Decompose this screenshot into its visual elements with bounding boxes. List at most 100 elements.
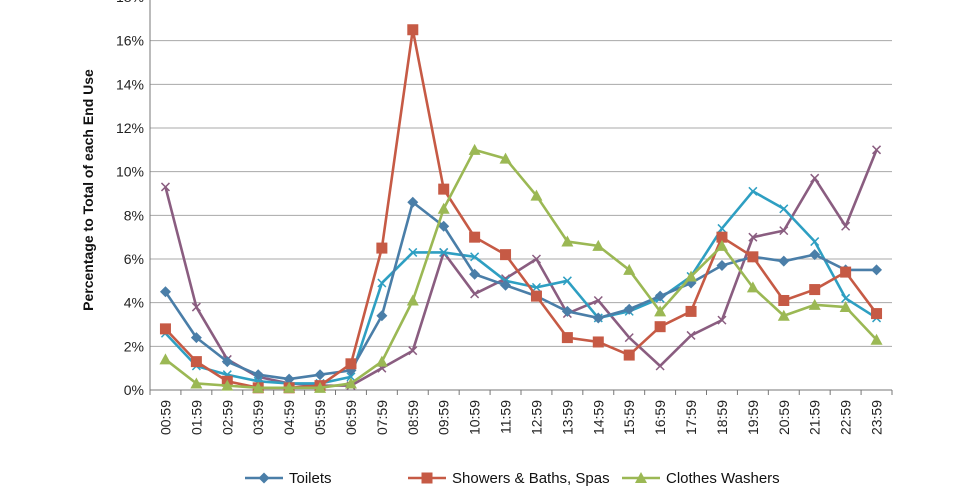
data-point-diamond bbox=[159, 286, 171, 298]
x-tick-label: 09:59 bbox=[436, 400, 452, 435]
data-point-diamond bbox=[376, 310, 388, 322]
data-point-square bbox=[500, 249, 512, 261]
data-point-x bbox=[779, 226, 789, 236]
data-point-triangle bbox=[406, 294, 419, 306]
legend-item: Showers & Baths, Spas bbox=[408, 470, 610, 487]
x-tick-label: 04:59 bbox=[281, 400, 297, 435]
data-point-x bbox=[810, 173, 820, 183]
data-point-square bbox=[809, 284, 821, 296]
data-point-diamond bbox=[500, 279, 512, 291]
data-point-square bbox=[840, 266, 852, 278]
data-point-diamond bbox=[221, 356, 233, 368]
x-tick-label: 17:59 bbox=[683, 400, 699, 435]
data-point-square bbox=[778, 294, 790, 306]
data-point-x bbox=[686, 330, 696, 340]
gridlines bbox=[150, 40, 892, 391]
data-point-x bbox=[624, 333, 634, 343]
data-point-triangle bbox=[808, 298, 821, 310]
data-point-x bbox=[191, 302, 201, 312]
x-tick-label: 10:59 bbox=[467, 400, 483, 435]
data-point-x bbox=[717, 315, 727, 325]
x-tick-label: 05:59 bbox=[312, 400, 328, 435]
data-point-diamond bbox=[716, 260, 728, 272]
series-toilets bbox=[159, 196, 883, 385]
series-unlabeled-4 bbox=[160, 186, 882, 388]
y-tick-label: 14% bbox=[116, 76, 144, 92]
data-point-x bbox=[717, 223, 727, 233]
data-point-triangle bbox=[499, 152, 512, 164]
y-tick-label: 8% bbox=[124, 207, 144, 223]
data-point-diamond bbox=[778, 255, 790, 267]
x-tick-label: 18:59 bbox=[714, 400, 730, 435]
series-lines bbox=[159, 24, 883, 394]
data-point-triangle bbox=[283, 381, 296, 393]
data-point-triangle bbox=[870, 333, 883, 345]
data-point-triangle bbox=[623, 263, 636, 275]
data-point-triangle bbox=[437, 202, 450, 214]
data-point-diamond bbox=[623, 303, 635, 315]
y-axis-label: Percentage to Total of each End Use bbox=[80, 69, 96, 311]
x-tick-label: 21:59 bbox=[807, 400, 823, 435]
data-point-x bbox=[531, 254, 541, 264]
y-tick-label: 2% bbox=[124, 338, 144, 354]
data-point-x bbox=[748, 232, 758, 242]
y-tick-label: 10% bbox=[116, 164, 144, 180]
data-point-triangle bbox=[839, 301, 852, 313]
legend-label: Toilets bbox=[289, 470, 332, 487]
axes bbox=[149, 0, 893, 395]
data-point-square bbox=[345, 358, 357, 370]
data-point-square bbox=[561, 332, 573, 344]
legend-item: Toilets bbox=[245, 470, 332, 487]
data-point-square bbox=[623, 349, 635, 361]
y-tick-label: 18% bbox=[116, 0, 144, 5]
data-point-diamond bbox=[190, 332, 202, 344]
x-tick-label: 20:59 bbox=[776, 400, 792, 435]
data-point-triangle bbox=[159, 353, 172, 365]
data-point-x bbox=[408, 346, 418, 356]
data-point-triangle bbox=[746, 281, 759, 293]
data-point-x bbox=[841, 221, 851, 231]
x-tick-label: 08:59 bbox=[405, 400, 421, 435]
y-tick-label: 16% bbox=[116, 33, 144, 49]
x-tick-label: 23:59 bbox=[869, 400, 885, 435]
data-point-triangle bbox=[468, 143, 481, 155]
data-point-x bbox=[562, 276, 572, 286]
data-point-x bbox=[470, 252, 480, 262]
data-point-diamond bbox=[407, 196, 419, 208]
x-tick-label: 00:59 bbox=[157, 400, 173, 435]
series-showers-baths-spas bbox=[159, 24, 883, 394]
x-tick-label: 11:59 bbox=[498, 400, 514, 434]
data-point-triangle bbox=[561, 235, 574, 247]
data-point-x bbox=[531, 282, 541, 292]
data-point-triangle bbox=[592, 239, 605, 251]
series-line bbox=[164, 149, 878, 387]
data-point-diamond bbox=[258, 472, 270, 484]
data-point-square bbox=[407, 24, 419, 36]
data-point-diamond bbox=[561, 305, 573, 317]
y-tick-label: 4% bbox=[124, 295, 144, 311]
data-point-square bbox=[685, 305, 697, 317]
series-clothes-washers bbox=[159, 143, 883, 393]
y-tick-label: 0% bbox=[124, 382, 144, 398]
data-point-square bbox=[469, 231, 481, 243]
data-point-x bbox=[872, 145, 882, 155]
data-point-diamond bbox=[654, 290, 666, 302]
series-line bbox=[164, 200, 877, 381]
y-tick-label: 12% bbox=[116, 120, 144, 136]
data-point-x bbox=[377, 278, 387, 288]
y-tick-labels: 0% 2% 4% 6% 8% 10% 12% 14% 16% 18% bbox=[116, 0, 144, 398]
data-point-x bbox=[593, 295, 603, 306]
data-point-square bbox=[376, 242, 388, 254]
data-point-square bbox=[421, 472, 433, 484]
data-point-triangle bbox=[221, 379, 234, 391]
data-point-x bbox=[160, 182, 170, 192]
data-point-x bbox=[346, 372, 356, 382]
data-point-x bbox=[810, 237, 820, 247]
data-point-triangle bbox=[252, 381, 265, 393]
data-point-square bbox=[654, 321, 666, 333]
x-tick-label: 07:59 bbox=[374, 400, 390, 435]
data-point-square bbox=[592, 336, 604, 348]
x-tick-label: 14:59 bbox=[590, 400, 606, 435]
x-tick-label: 15:59 bbox=[621, 400, 637, 435]
